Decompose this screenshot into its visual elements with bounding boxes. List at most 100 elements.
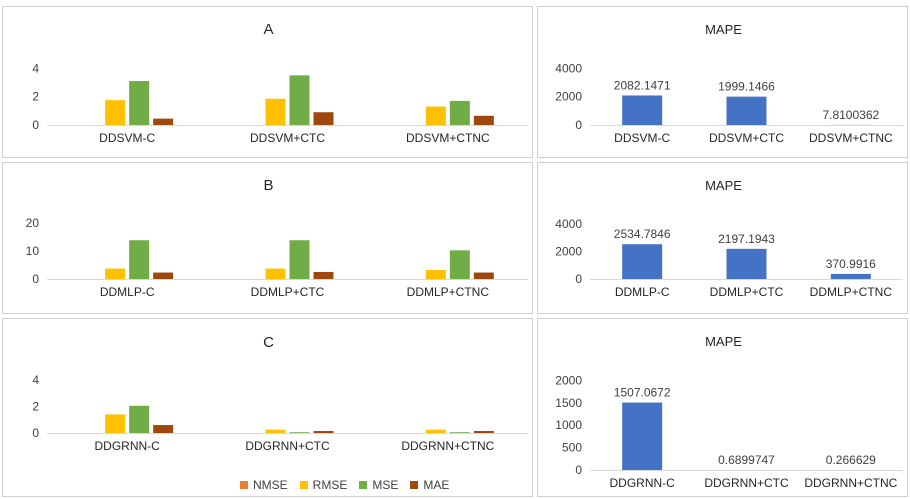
bar-mae-ddmlp-c: [153, 272, 174, 279]
bar-mape-ddmlp-c: [622, 244, 663, 279]
y-tick-label: 0: [32, 426, 39, 440]
chart-a-svg: A 0 2 4 DDSVM-C DDSVM+CTC DDSVM+CTNC: [32, 21, 528, 145]
x-category-label: DDMLP+CTNC: [810, 285, 893, 299]
legend-swatch-rmse: [299, 481, 308, 489]
y-tick-label: 500: [562, 441, 582, 455]
bar-mape-ddgrnn-c: [622, 402, 663, 470]
chart-c-mape-svg: MAPE 0 500 1000 1500 2000 1507.0672 DDGRNN-C 0.6…: [555, 334, 903, 490]
y-tick-label: 4: [32, 61, 39, 75]
x-category-label: DDGRNN+CTNC: [401, 439, 494, 453]
x-category-label: DDSVM-C: [99, 131, 155, 145]
y-tick-label: 0: [575, 272, 582, 286]
bar-rmse-ddgrnn-c: [105, 414, 126, 433]
bar-mse-ddgrnn-ctnc: [449, 432, 470, 433]
x-category-label: DDMLP+CTC: [710, 285, 784, 299]
x-category-label: DDMLP-C: [100, 285, 155, 299]
bar-mse-ddmlp-ctc: [289, 240, 310, 279]
bar-rmse-ddgrnn-ctnc: [425, 429, 446, 433]
bar-mse-ddgrnn-ctc: [289, 432, 310, 433]
chart-title: B: [263, 177, 273, 194]
bar-rmse-ddsvm-ctc: [265, 98, 286, 125]
bar-rmse-ddsvm-ctnc: [425, 106, 446, 125]
bar-mae-ddsvm-c: [153, 118, 174, 125]
y-tick-label: 2: [32, 399, 39, 413]
y-tick-label: 4000: [555, 61, 582, 75]
y-tick-label: 2000: [555, 373, 582, 387]
x-category-label: DDMLP-C: [615, 285, 670, 299]
legend-label-nmse: NMSE: [253, 478, 288, 492]
x-category-label: DDGRNN+CTNC: [804, 476, 897, 490]
legend-item-mse: MSE: [359, 478, 398, 492]
data-label-ddgrnn-ctc: 0.6899747: [718, 453, 775, 467]
chart-b-mape-svg: MAPE 0 2000 4000 2534.7846 DDMLP-C 2197.1943 DD…: [555, 178, 903, 299]
data-label-ddsvm-c: 2082.1471: [614, 78, 671, 92]
chart-title: MAPE: [705, 178, 742, 193]
legend-label-mse: MSE: [372, 478, 399, 492]
bar-mape-ddmlp-ctnc: [830, 273, 871, 279]
x-category-label: DDGRNN+CTC: [704, 476, 789, 490]
y-tick-label: 4: [32, 373, 39, 387]
chart-b-svg: B 0 10 20 DDMLP-C DDMLP+CTC DDMLP+CTNC: [26, 177, 528, 299]
x-category-label: DDSVM-C: [614, 131, 670, 145]
legend-label-rmse: RMSE: [312, 478, 348, 492]
legend-item-rmse: RMSE: [299, 478, 348, 492]
chart-c-svg: C 0 2 4 DDGRNN-C DDGRNN+CTC DDGRNN+CTNC: [32, 334, 528, 453]
bar-mape-ddsvm-ctc: [726, 96, 767, 125]
bar-mse-ddsvm-ctc: [289, 75, 310, 125]
x-category-label: DDSVM+CTNC: [809, 131, 893, 145]
bar-rmse-ddmlp-ctnc: [425, 270, 446, 279]
panel-b-error-chart: B 0 10 20 DDMLP-C DDMLP+CTC DDMLP+CTNC: [2, 162, 533, 314]
panel-b-mape-chart: MAPE 0 2000 4000 2534.7846 DDMLP-C 2197.1943 DD…: [537, 162, 908, 314]
legend-item-mae: MAE: [410, 478, 449, 492]
y-tick-label: 0: [575, 118, 582, 132]
bar-mse-ddsvm-ctnc: [449, 100, 470, 125]
bar-mae-ddgrnn-ctc: [313, 431, 334, 433]
legend: NMSE RMSE MSE MAE: [240, 478, 461, 492]
data-label-ddmlp-ctnc: 370.9916: [826, 257, 876, 271]
x-category-label: DDMLP+CTC: [251, 285, 325, 299]
x-category-label: DDGRNN+CTC: [245, 439, 330, 453]
bar-mae-ddmlp-ctc: [313, 271, 334, 279]
panel-a-mape-chart: MAPE 0 2000 4000 2082.1471 DDSVM-C 1999.1466 DD…: [537, 6, 908, 158]
x-category-label: DDSVM+CTNC: [406, 131, 490, 145]
data-label-ddgrnn-ctnc: 0.266629: [826, 453, 876, 467]
panel-c-error-chart: C 0 2 4 DDGRNN-C DDGRNN+CTC DDGRNN+CTNC: [2, 318, 533, 497]
bar-mse-ddmlp-c: [129, 240, 150, 279]
y-tick-label: 1000: [555, 418, 582, 432]
bar-mae-ddsvm-ctc: [313, 112, 334, 125]
y-tick-label: 4000: [555, 217, 582, 231]
x-category-label: DDGRNN-C: [95, 439, 161, 453]
bar-mse-ddsvm-c: [129, 81, 150, 125]
bar-rmse-ddmlp-c: [105, 268, 126, 279]
data-label-ddsvm-ctc: 1999.1466: [718, 80, 775, 94]
y-tick-label: 2: [32, 90, 39, 104]
y-tick-label: 2000: [555, 245, 582, 259]
y-tick-label: 20: [26, 216, 40, 230]
bar-mae-ddsvm-ctnc: [473, 115, 494, 125]
data-label-ddgrnn-c: 1507.0672: [614, 386, 671, 400]
bar-rmse-ddgrnn-ctc: [265, 429, 286, 433]
panel-a-error-chart: A 0 2 4 DDSVM-C DDSVM+CTC DDSVM+CTNC: [2, 6, 533, 158]
chart-title: MAPE: [705, 22, 742, 37]
legend-item-nmse: NMSE: [240, 478, 288, 492]
y-tick-label: 10: [26, 244, 40, 258]
x-category-label: DDGRNN-C: [610, 476, 676, 490]
bar-mae-ddmlp-ctnc: [473, 272, 494, 279]
bar-mse-ddgrnn-c: [129, 405, 150, 433]
x-category-label: DDSVM+CTC: [709, 131, 784, 145]
y-tick-label: 1500: [555, 396, 582, 410]
y-tick-label: 0: [575, 463, 582, 477]
chart-title: A: [263, 21, 273, 38]
bar-mae-ddgrnn-c: [153, 425, 174, 433]
legend-label-mae: MAE: [423, 478, 450, 492]
bar-mape-ddsvm-c: [622, 95, 663, 125]
chart-title: C: [263, 334, 274, 351]
data-label-ddmlp-c: 2534.7846: [614, 227, 671, 241]
legend-swatch-mae: [410, 481, 419, 489]
y-tick-label: 0: [32, 118, 39, 132]
data-label-ddmlp-ctc: 2197.1943: [718, 232, 775, 246]
x-category-label: DDMLP+CTNC: [407, 285, 490, 299]
bar-mse-ddmlp-ctnc: [449, 250, 470, 279]
data-label-ddsvm-ctnc: 7.8100362: [822, 108, 879, 122]
x-category-label: DDSVM+CTC: [250, 131, 325, 145]
